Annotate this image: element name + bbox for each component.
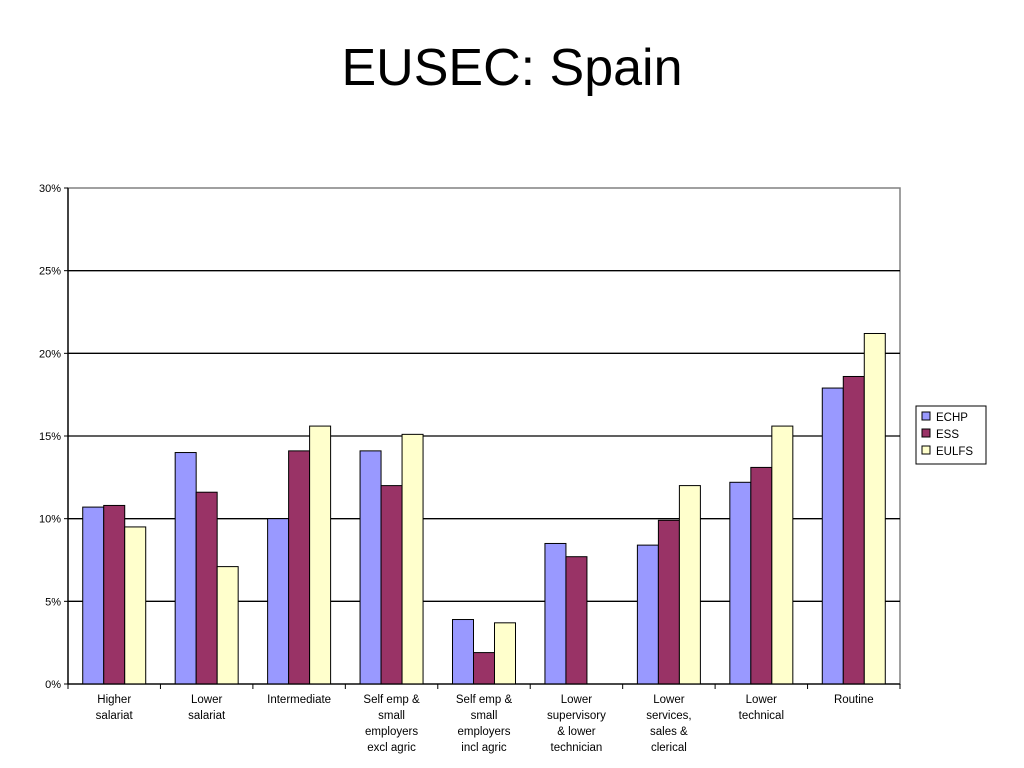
bar-ess [103,504,126,685]
bar-eulfs [216,566,239,685]
bar-ess [565,556,588,685]
x-category-label: Lower [561,694,592,706]
x-category-label: Lower [653,694,684,706]
bar-echp [267,518,290,685]
legend-label-ess: ESS [936,429,959,441]
x-category-label: sales & [650,726,688,738]
legend-label-eulfs: EULFS [936,446,973,458]
legend-swatch-echp [921,411,931,421]
x-category-label: small [378,710,405,722]
x-category-label: & lower [557,726,596,738]
bar-echp [174,452,197,685]
bar-echp [544,542,567,685]
x-category-label: Self emp & [456,694,513,706]
bar-echp [82,506,105,685]
bar-ess [657,519,680,685]
x-category-label: Self emp & [363,694,420,706]
bar-ess [473,652,495,685]
x-category-label: technical [739,710,784,722]
legend-label-echp: ECHP [936,412,968,424]
bar-ess [380,485,403,685]
y-tick-label: 20% [39,348,61,360]
x-category-label: small [471,710,498,722]
bar-ess [842,375,865,685]
y-tick-label: 5% [45,596,61,608]
x-category-label: incl agric [461,742,507,754]
x-category-label: services, [646,710,691,722]
x-category-label: salariat [188,710,226,722]
legend: ECHP ESS EULFS [915,405,987,465]
x-category-labels: Higher salariat Lower salariat Intermediate S… [96,694,874,754]
bar-eulfs [771,425,794,685]
x-category-label: technician [551,742,603,754]
y-tick-label: 10% [39,514,61,526]
x-category-label: Lower [746,694,777,706]
legend-swatch-eulfs [921,445,931,455]
bar-ess [288,450,311,685]
bar-ess [750,466,773,685]
legend-swatch-ess [921,428,931,438]
x-category-label: Intermediate [267,694,331,706]
y-tick-label: 0% [45,679,61,691]
x-category-label: salariat [96,710,134,722]
bar-eulfs [494,622,516,685]
bar-eulfs [863,332,886,685]
x-category-label: employers [457,726,510,738]
bar-eulfs [309,425,332,685]
y-tick-label: 25% [39,266,61,278]
bar-echp [359,450,382,685]
bar-echp [729,481,752,685]
bar-eulfs [401,433,424,685]
x-category-label: excl agric [367,742,416,754]
chart-title: EUSEC: Spain [341,39,683,97]
bar-echp [452,619,474,685]
x-category-label: Lower [191,694,222,706]
x-category-label: Higher [97,694,131,706]
axes [64,187,901,689]
bar-eulfs [124,526,147,685]
y-tick-label: 30% [39,183,61,195]
x-category-label: clerical [651,742,687,754]
bar-echp [636,544,659,685]
bars-group [82,332,886,685]
x-category-label: Routine [834,694,874,706]
x-category-label: employers [365,726,418,738]
x-category-label: supervisory [547,710,606,722]
y-tick-label: 15% [39,431,61,443]
bar-echp [821,387,844,685]
y-tick-labels: 0% 5% 10% 15% 20% 25% 30% [39,183,61,691]
bar-eulfs [678,485,701,685]
bar-ess [195,491,218,685]
